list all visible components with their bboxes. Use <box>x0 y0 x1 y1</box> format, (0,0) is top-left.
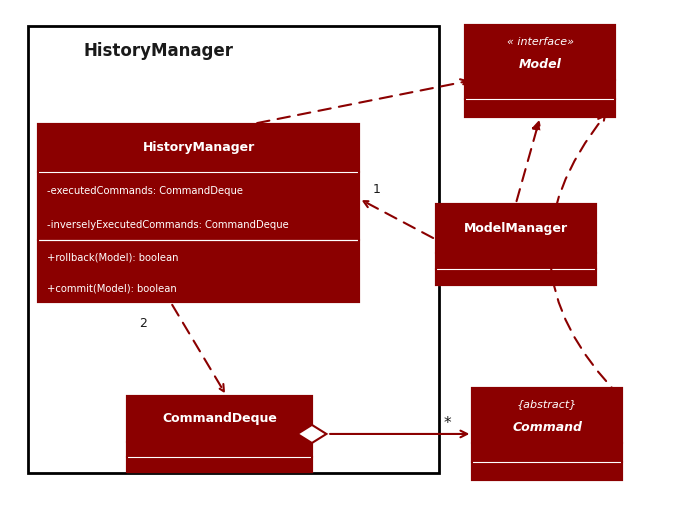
Text: 1: 1 <box>372 183 381 196</box>
Text: Model: Model <box>519 58 562 71</box>
Bar <box>128 396 312 442</box>
Bar <box>38 124 359 172</box>
Bar <box>436 252 596 269</box>
Text: Command: Command <box>512 421 582 434</box>
Bar <box>436 204 596 252</box>
Text: +rollback(Model): boolean: +rollback(Model): boolean <box>47 252 178 262</box>
Bar <box>128 457 312 472</box>
Bar <box>436 204 596 285</box>
Bar <box>436 269 596 285</box>
Polygon shape <box>298 425 326 443</box>
Text: +commit(Model): boolean: +commit(Model): boolean <box>47 284 176 294</box>
Text: HistoryManager: HistoryManager <box>84 42 233 60</box>
Bar <box>38 124 359 302</box>
Text: -inverselyExecutedCommands: CommandDeque: -inverselyExecutedCommands: CommandDeque <box>47 219 289 229</box>
Text: *: * <box>444 416 452 431</box>
Text: HistoryManager: HistoryManager <box>142 141 255 154</box>
Bar <box>38 240 359 302</box>
Text: {abstract}: {abstract} <box>517 399 577 410</box>
Bar <box>473 462 622 480</box>
Bar <box>473 443 622 462</box>
Bar <box>28 26 439 473</box>
Bar <box>466 25 615 80</box>
Bar <box>128 442 312 457</box>
Text: 2: 2 <box>139 317 147 330</box>
Bar <box>466 80 615 99</box>
Bar <box>473 388 622 443</box>
Bar <box>466 25 615 117</box>
Bar <box>473 388 622 480</box>
Text: « interface»: « interface» <box>507 36 574 47</box>
Bar <box>128 396 312 472</box>
Text: CommandDeque: CommandDeque <box>162 412 277 425</box>
Text: -executedCommands: CommandDeque: -executedCommands: CommandDeque <box>47 186 243 196</box>
Bar <box>38 172 359 240</box>
Text: ModelManager: ModelManager <box>464 222 568 235</box>
Bar <box>466 99 615 117</box>
